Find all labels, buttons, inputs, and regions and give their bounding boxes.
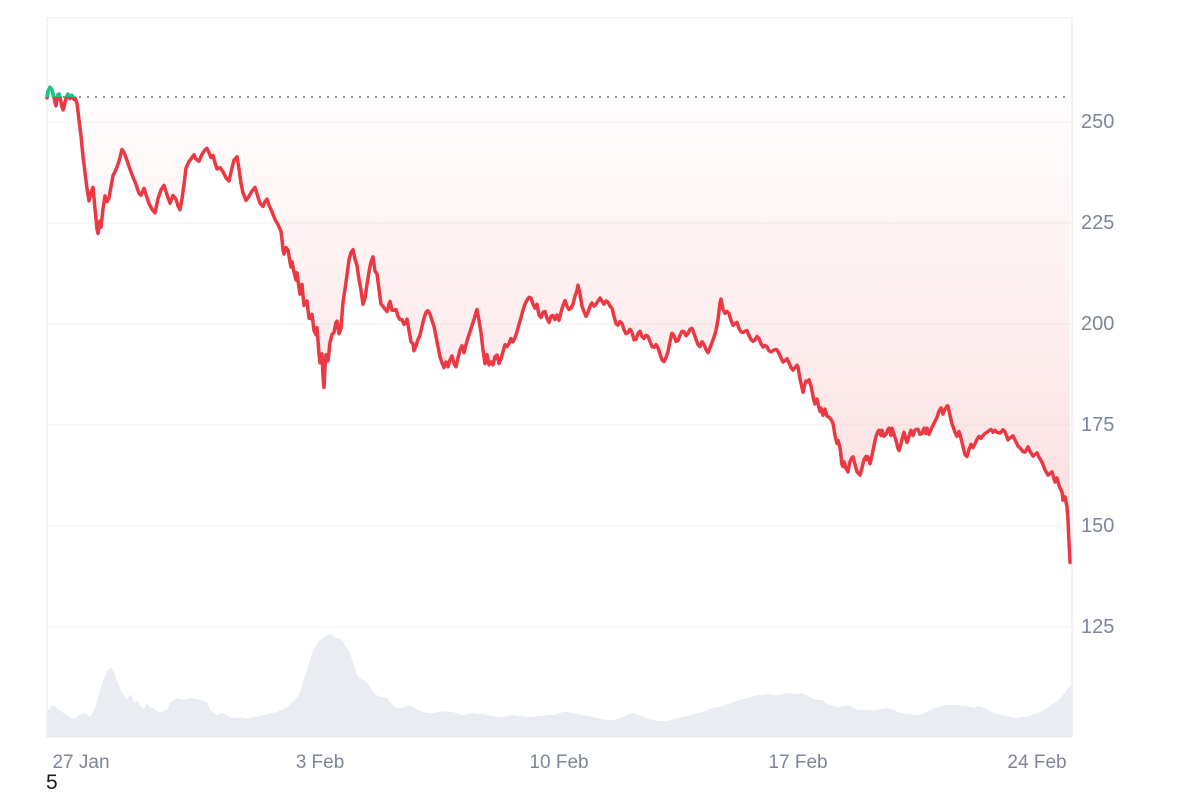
- x-axis-tick-label: 17 Feb: [768, 752, 828, 773]
- y-axis-tick-label: 250: [1081, 111, 1115, 133]
- x-axis-tick-label: 24 Feb: [1007, 752, 1067, 773]
- y-axis-tick-label: 125: [1081, 616, 1115, 638]
- volume-area: [47, 634, 1072, 737]
- y-axis-tick-label: 200: [1081, 313, 1115, 335]
- x-axis-tick-label: 10 Feb: [529, 752, 589, 773]
- x-axis-tick-label: 3 Feb: [295, 752, 345, 773]
- y-axis-tick-label: 150: [1081, 515, 1115, 537]
- y-axis-tick-label: 225: [1081, 212, 1115, 234]
- x-axis-tick-label: 27 Jan: [52, 752, 110, 773]
- page-number: 5: [46, 771, 58, 794]
- price-area-loss-fill: [47, 96, 1070, 563]
- y-axis-tick-label: 175: [1081, 414, 1115, 436]
- price-line-down: [45, 85, 1072, 565]
